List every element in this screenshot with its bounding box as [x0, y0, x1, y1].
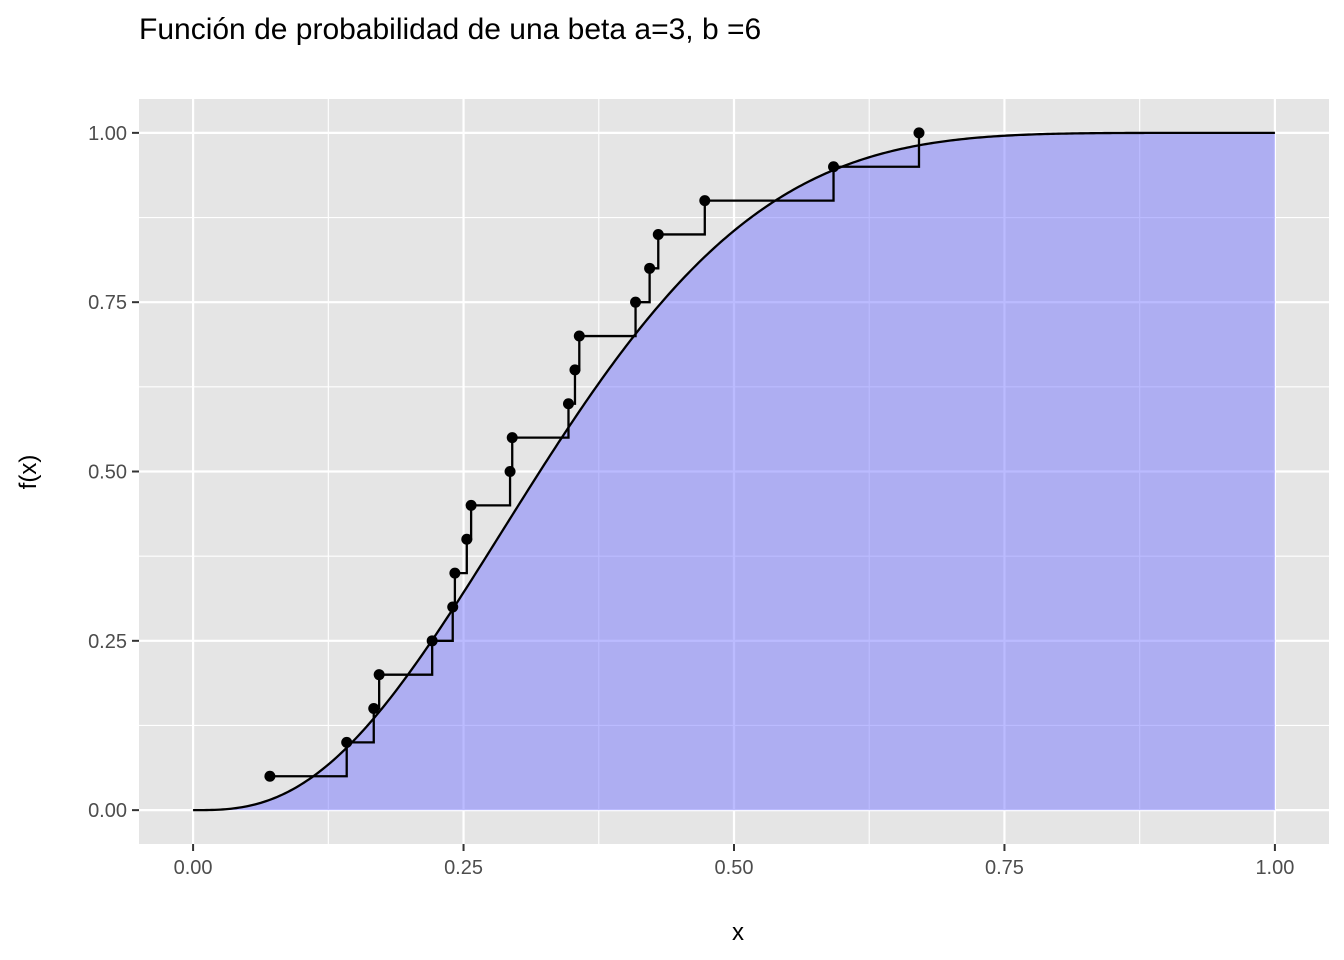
- ecdf-point: [644, 262, 656, 274]
- y-axis: 0.00 0.25 0.50 0.75 1.00: [88, 123, 139, 822]
- ecdf-point: [368, 703, 380, 715]
- y-axis-title: f(x): [15, 455, 42, 490]
- y-tick-label: 0.00: [88, 800, 127, 822]
- ecdf-point: [506, 432, 518, 444]
- ecdf-point: [373, 669, 385, 681]
- ecdf-point: [699, 195, 711, 207]
- ecdf-point: [573, 330, 585, 342]
- ecdf-point: [562, 398, 574, 410]
- ecdf-point: [264, 770, 276, 782]
- x-tick-label: 1.00: [1255, 857, 1294, 879]
- y-tick-label: 0.50: [88, 462, 127, 484]
- x-tick-label: 0.25: [444, 857, 483, 879]
- ecdf-point: [652, 228, 664, 240]
- x-tick-label: 0.50: [715, 857, 754, 879]
- y-tick-label: 1.00: [88, 123, 127, 145]
- ecdf-points: [264, 127, 925, 782]
- ecdf-point: [504, 466, 516, 477]
- cdf-area: [193, 132, 1275, 811]
- x-tick-label: 0.00: [174, 857, 213, 879]
- ecdf-point: [449, 567, 461, 579]
- ecdf-point: [465, 499, 477, 511]
- chart-title: Función de probabilidad de una beta a=3,…: [139, 13, 761, 46]
- ecdf-point: [913, 127, 925, 139]
- x-tick-label: 0.75: [985, 857, 1024, 879]
- x-axis-title: x: [732, 919, 744, 946]
- ecdf-point: [630, 296, 642, 308]
- y-tick-label: 0.25: [88, 631, 127, 653]
- y-tick-label: 0.75: [88, 292, 127, 314]
- ecdf-point: [569, 364, 581, 376]
- ecdf-point: [461, 533, 473, 545]
- x-axis: 0.00 0.25 0.50 0.75 1.00: [174, 844, 1294, 879]
- cdf-line: [193, 131, 1275, 812]
